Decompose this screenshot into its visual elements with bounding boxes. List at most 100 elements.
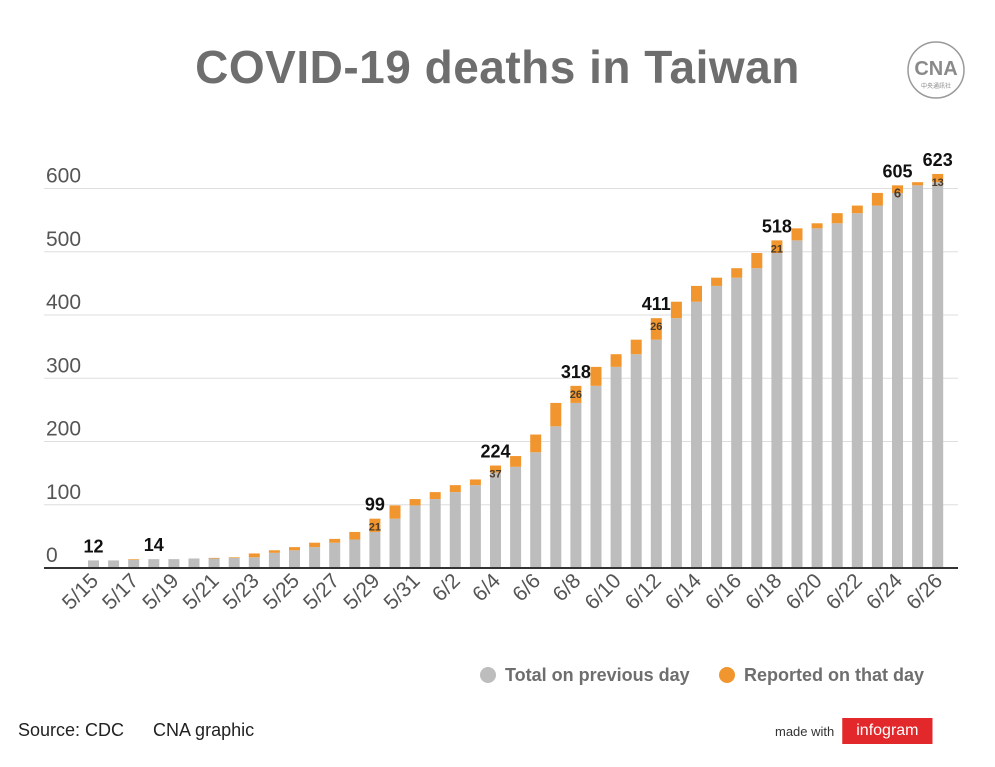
bar-reported	[731, 268, 743, 278]
bar-reported	[309, 542, 321, 548]
x-tick-label: 6/2	[428, 569, 465, 606]
x-tick-label: 6/10	[580, 569, 625, 614]
x-tick-label: 5/21	[178, 569, 223, 614]
bar-reported	[329, 538, 341, 543]
made-with-badge[interactable]: made with infogram	[775, 712, 933, 750]
bar-previous-total	[469, 485, 481, 568]
bar-reported	[771, 240, 783, 254]
legend-swatch-reported	[719, 667, 735, 683]
bar-previous-total	[369, 531, 381, 568]
bar-previous-total	[610, 366, 622, 568]
bar-reported	[349, 531, 361, 540]
bar-previous-total	[490, 472, 501, 568]
bar-previous-total	[851, 213, 863, 569]
bar-reported	[429, 492, 441, 500]
y-tick-label: 400	[46, 291, 81, 314]
bar-previous-total	[449, 492, 461, 568]
total-label: 411	[642, 294, 671, 314]
x-tick-label: 5/23	[219, 569, 264, 614]
bar-reported	[228, 557, 240, 558]
cna-logo: CNA 中央通訊社	[906, 40, 966, 100]
x-tick-label: 6/16	[701, 569, 746, 614]
bar-reported	[268, 550, 280, 553]
total-label: 605	[882, 161, 912, 181]
x-tick-label: 5/29	[339, 569, 384, 614]
bar-previous-total	[268, 552, 280, 568]
bar-previous-total	[630, 354, 642, 568]
bar-previous-total	[148, 559, 160, 568]
bar-reported	[711, 277, 723, 286]
bar-reported	[389, 505, 401, 519]
x-tick-label: 6/22	[822, 569, 867, 614]
y-tick-label: 200	[46, 418, 81, 441]
footer: Source: CDC CNA graphic	[18, 720, 254, 741]
x-tick-label: 5/19	[138, 569, 183, 614]
x-tick-label: 5/25	[259, 569, 304, 614]
bar-previous-total	[429, 499, 441, 568]
x-tick-label: 6/26	[902, 569, 947, 614]
bar-previous-total	[892, 192, 903, 569]
reported-label: 6	[894, 185, 901, 200]
bar-previous-total	[691, 301, 702, 568]
y-tick-label: 600	[46, 165, 81, 188]
bar-previous-total	[771, 253, 783, 568]
bar-previous-total	[309, 547, 321, 568]
x-tick-label: 6/4	[468, 569, 505, 606]
x-tick-label: 5/27	[299, 569, 344, 614]
bar-reported	[248, 553, 260, 558]
bar-previous-total	[871, 205, 883, 568]
bar-reported	[650, 318, 662, 340]
bar-reported	[550, 402, 562, 427]
bar-previous-total	[530, 452, 542, 568]
bar-previous-total	[168, 559, 180, 568]
bar-reported	[570, 385, 582, 403]
bar-reported	[289, 547, 300, 551]
reported-label: 21	[369, 522, 381, 534]
bar-reported	[831, 213, 843, 224]
bar-reported	[510, 456, 522, 467]
source-text: Source: CDC	[18, 720, 125, 740]
bar-previous-total	[88, 560, 99, 568]
bar-reported	[128, 559, 140, 560]
bar-previous-total	[811, 228, 823, 568]
bar-reported	[932, 173, 944, 183]
bar-reported	[409, 499, 421, 506]
bar-reported	[208, 557, 220, 559]
x-tick-label: 6/8	[549, 569, 586, 606]
bar-previous-total	[912, 185, 924, 568]
logo-subtitle: 中央通訊社	[921, 82, 951, 90]
bar-previous-total	[248, 557, 260, 568]
bar-reported	[449, 485, 461, 493]
legend-label-reported: Reported on that day	[744, 665, 924, 685]
y-tick-label: 500	[46, 228, 81, 251]
bar-reported	[751, 253, 763, 269]
total-label: 318	[561, 362, 591, 382]
bar-reported	[610, 354, 622, 367]
legend-swatch-previous	[480, 667, 496, 683]
total-label: 623	[923, 150, 953, 170]
x-tick-label: 5/31	[379, 569, 424, 614]
total-label: 14	[144, 535, 164, 555]
x-tick-label: 5/15	[58, 569, 103, 614]
bar-previous-total	[570, 402, 582, 568]
bar-reported	[670, 301, 682, 319]
infogram-logo[interactable]: infogram	[842, 718, 933, 744]
total-label: 224	[480, 442, 510, 462]
total-label: 518	[762, 216, 792, 236]
bar-reported	[811, 223, 823, 229]
bar-reported	[530, 434, 542, 453]
y-tick-label: 100	[46, 481, 81, 504]
reported-label: 13	[932, 177, 944, 189]
legend-label-previous: Total on previous day	[505, 665, 690, 685]
bar-previous-total	[831, 223, 843, 568]
bar-previous-total	[389, 518, 401, 568]
bar-reported	[892, 185, 903, 193]
bar-previous-total	[208, 558, 220, 568]
reported-label: 37	[489, 469, 501, 481]
bar-previous-total	[550, 426, 562, 568]
chart-title: COVID-19 deaths in Taiwan	[195, 41, 800, 93]
total-label: 12	[83, 536, 103, 556]
bar-previous-total	[228, 557, 240, 568]
x-tick-label: 6/20	[781, 569, 826, 614]
